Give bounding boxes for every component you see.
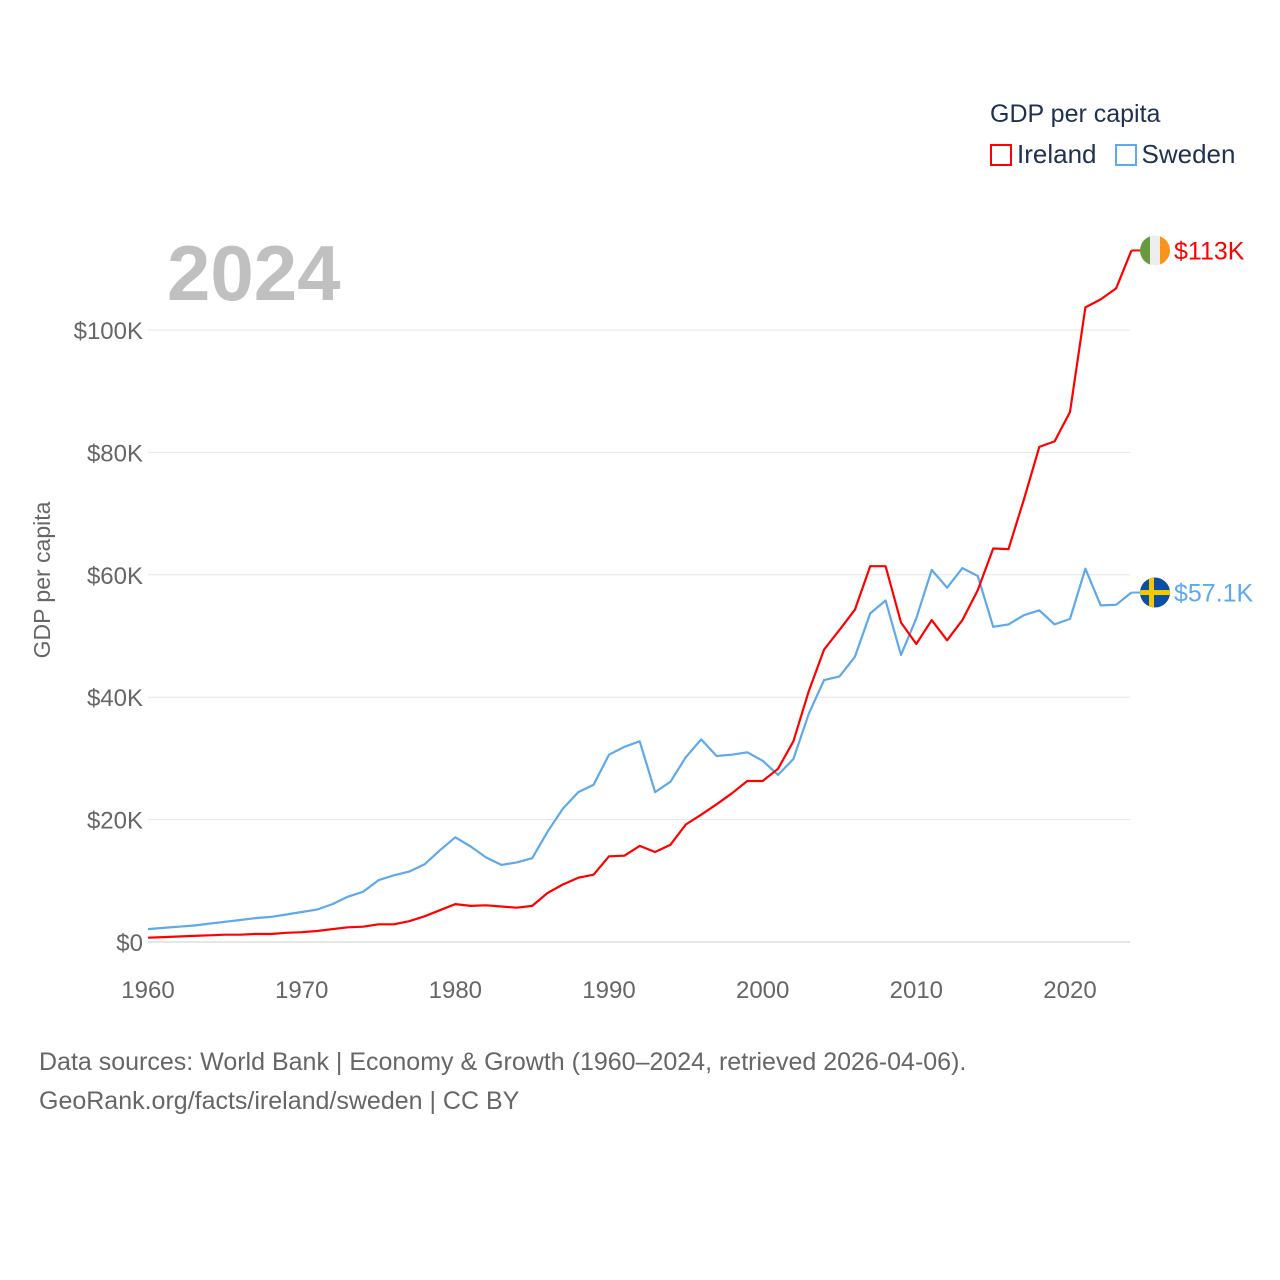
y-tick-label: $40K bbox=[87, 685, 143, 712]
legend-swatch-ireland bbox=[990, 143, 1012, 166]
flag-cross-h bbox=[1140, 590, 1170, 596]
x-tick-label: 2000 bbox=[736, 977, 789, 1004]
flag-orange bbox=[1160, 235, 1170, 266]
end-value-label-ireland: $113K bbox=[1174, 237, 1245, 265]
x-tick-label: 1970 bbox=[275, 977, 328, 1004]
series-line-sweden bbox=[147, 566, 1133, 931]
flag-body bbox=[1140, 235, 1170, 266]
legend-item-sweden[interactable]: Sweden bbox=[1114, 139, 1236, 170]
x-tick-label: 2010 bbox=[890, 977, 943, 1004]
flag-green bbox=[1140, 235, 1150, 266]
ireland-flag-icon bbox=[1140, 235, 1170, 266]
legend-label-sweden: Sweden bbox=[1141, 139, 1236, 169]
year-label: 2024 bbox=[167, 229, 341, 317]
footer: Data sources: World Bank | Economy & Gro… bbox=[39, 1043, 966, 1121]
y-tick-label: $80K bbox=[87, 440, 143, 467]
x-tick-label: 1980 bbox=[429, 977, 482, 1004]
series-line-ireland bbox=[147, 249, 1133, 939]
x-tick-label: 2020 bbox=[1043, 977, 1096, 1004]
end-value-label-sweden: $57.1K bbox=[1174, 580, 1254, 608]
flag-body bbox=[1140, 577, 1170, 608]
x-tick-label: 1960 bbox=[121, 977, 174, 1004]
x-tick-label: 1990 bbox=[582, 977, 635, 1004]
legend-swatch-sweden bbox=[1114, 143, 1137, 166]
y-tick-label: $100K bbox=[74, 318, 143, 345]
y-tick-label: $60K bbox=[87, 563, 143, 590]
legend-item-ireland[interactable]: Ireland bbox=[990, 139, 1097, 170]
source-link[interactable]: GeoRank.org/facts/ireland/sweden | CC BY bbox=[39, 1087, 520, 1115]
legend-label-ireland: Ireland bbox=[1017, 139, 1097, 169]
sweden-flag-icon bbox=[1140, 577, 1170, 608]
flag-cross-v bbox=[1149, 577, 1154, 608]
legend-title: GDP per capita bbox=[990, 100, 1161, 128]
data-sources: Data sources: World Bank | Economy & Gro… bbox=[39, 1048, 967, 1076]
flag-white bbox=[1150, 235, 1160, 266]
y-axis-label: GDP per capita bbox=[29, 501, 55, 658]
y-tick-label: $0 bbox=[116, 930, 143, 957]
y-tick-label: $20K bbox=[87, 808, 143, 835]
legend: GDP per capita Ireland Sweden bbox=[990, 100, 1235, 170]
